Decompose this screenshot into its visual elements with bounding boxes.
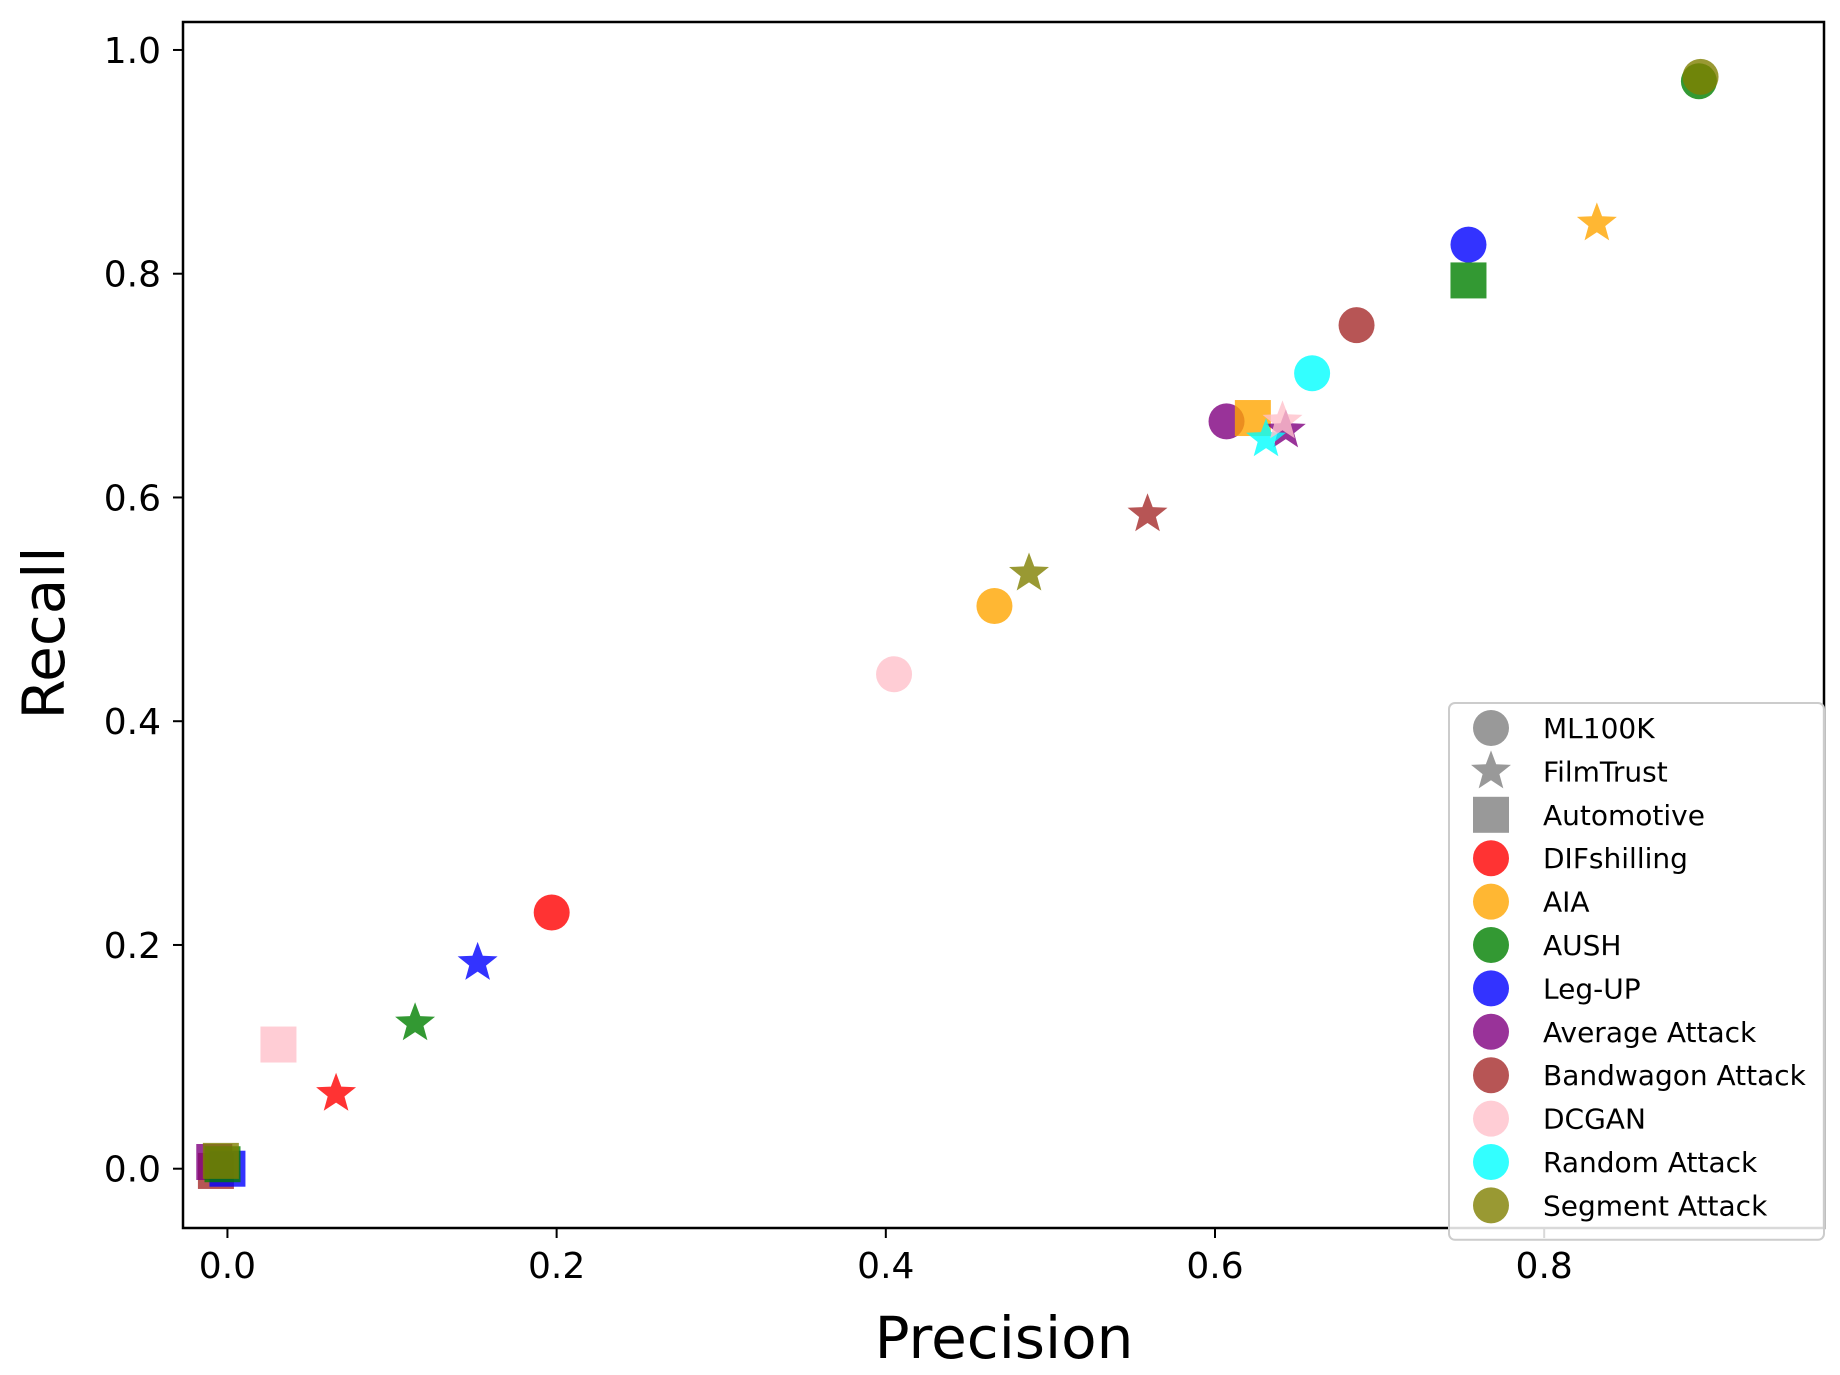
data-point-9 (533, 894, 570, 931)
plot-frame (181, 20, 1826, 1230)
legend: ML100K FilmTrust Automotive DIFshilling AIA A… (1448, 702, 1825, 1241)
legend-label: Random Attack (1543, 1146, 1758, 1179)
x-tick-label: 0.4 (857, 1246, 914, 1287)
data-point-20 (1338, 307, 1375, 344)
legend-marker-6 (1473, 970, 1509, 1007)
legend-label: Bandwagon Attack (1543, 1059, 1807, 1092)
data-point-17 (1246, 418, 1286, 457)
data-point-8 (457, 941, 498, 980)
legend-marker-4 (1473, 883, 1509, 920)
legend-label: Average Attack (1543, 1016, 1757, 1049)
y-tick-label: 0.2 (104, 926, 161, 967)
legend-marker-7 (1473, 1013, 1509, 1050)
data-point-21 (1450, 226, 1487, 263)
legend-marker-10 (1473, 1144, 1509, 1180)
data-point-6 (316, 1072, 357, 1111)
data-point-11 (976, 587, 1013, 624)
y-tick-label: 0.6 (104, 478, 161, 519)
legend-label: ML100K (1543, 712, 1655, 745)
legend-label: DIFshilling (1543, 842, 1688, 875)
legend-marker-5 (1473, 927, 1509, 963)
y-tick-label: 1.0 (104, 31, 161, 72)
y-tick-label: 0.0 (104, 1150, 161, 1191)
data-point-5 (260, 1026, 297, 1063)
legend-label: FilmTrust (1543, 755, 1668, 788)
legend-label: Leg-UP (1543, 972, 1641, 1005)
legend-marker-8 (1473, 1057, 1509, 1094)
data-point-10 (876, 656, 913, 693)
data-points (196, 58, 1719, 1189)
legend-label: DCGAN (1543, 1103, 1646, 1136)
legend-marker-11 (1473, 1187, 1509, 1224)
axes: 0.0 0.2 0.4 0.6 0.8 0.0 0.2 0.4 0.6 0.8 1.0 (104, 20, 1826, 1287)
legend-label: AIA (1543, 886, 1590, 919)
legend-label: Segment Attack (1543, 1189, 1768, 1222)
data-point-18 (1262, 400, 1303, 439)
data-point-23 (1576, 202, 1617, 241)
y-tick-label: 0.4 (104, 702, 161, 743)
x-tick-label: 0.0 (199, 1246, 256, 1287)
legend-label: Automotive (1543, 799, 1705, 832)
y-axis-label: Recall (10, 546, 78, 719)
data-point-13 (1127, 493, 1168, 532)
x-tick-label: 0.2 (528, 1246, 585, 1287)
x-axis-label: Precision (875, 1304, 1134, 1372)
y-tick-label: 0.8 (104, 255, 161, 296)
data-point-4 (202, 1142, 239, 1179)
x-tick-label: 0.6 (1186, 1246, 1243, 1287)
data-point-19 (1294, 355, 1331, 392)
data-point-22 (1450, 262, 1487, 299)
legend-marker-3 (1473, 840, 1509, 877)
legend-marker-0 (1473, 710, 1509, 746)
data-point-25 (1682, 58, 1719, 95)
legend-label: AUSH (1543, 929, 1621, 962)
legend-marker-2 (1473, 796, 1509, 833)
legend-marker-9 (1473, 1100, 1509, 1137)
legend-marker-1 (1471, 750, 1511, 789)
legend-box (1448, 702, 1825, 1241)
x-tick-label: 0.8 (1516, 1246, 1573, 1287)
data-point-12 (1009, 552, 1049, 591)
data-point-7 (395, 1002, 436, 1041)
